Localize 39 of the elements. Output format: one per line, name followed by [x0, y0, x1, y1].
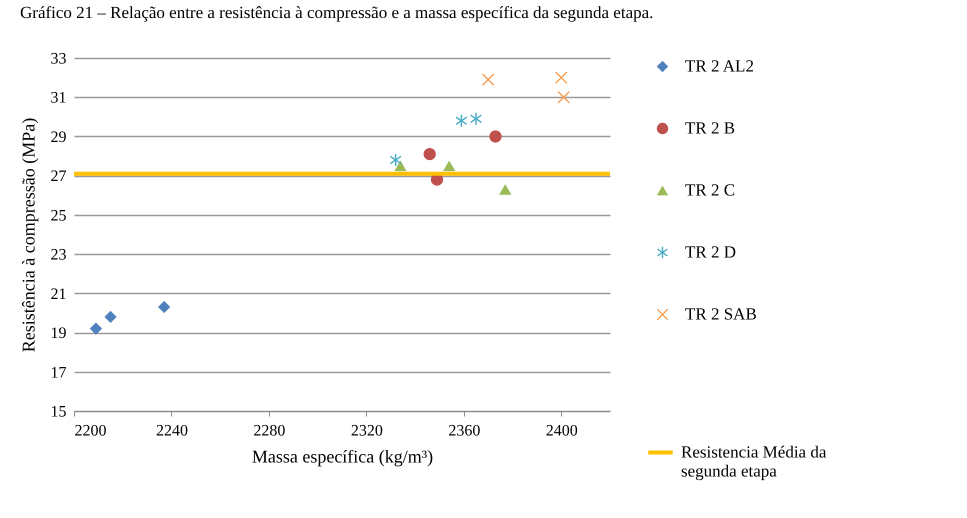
y-tick-label: 25: [50, 207, 66, 224]
y-axis-title: Resistência à compressão (MPa): [18, 118, 38, 352]
y-tick-label: 21: [50, 286, 66, 303]
point: [555, 71, 568, 84]
x-tick-label: 2240: [156, 422, 188, 440]
point: [394, 160, 407, 172]
legend-label: Resistencia Média da segunda etapa: [681, 442, 827, 480]
y-tick-label: 29: [50, 128, 66, 146]
point: [489, 130, 502, 143]
y-tick-label: 17: [50, 364, 66, 382]
point: [158, 300, 170, 314]
legend-label: TR 2 AL2: [685, 56, 754, 76]
point: [482, 73, 494, 86]
x-tick-label: 2320: [350, 422, 383, 440]
y-tick-label: 27: [50, 168, 66, 186]
legend-label: TR 2 D: [685, 242, 736, 262]
legend-label: TR 2 SAB: [685, 304, 757, 324]
y-tick-label: 19: [50, 325, 66, 342]
y-tick-label: 33: [50, 50, 66, 68]
x-tick-label: 2400: [546, 422, 578, 440]
chart-title: Gráfico 21 – Relação entre a resistência à compressão e a massa específica da segunda etapa.: [20, 3, 654, 22]
x-tick-label: 2280: [253, 422, 286, 440]
legend-label: TR 2 C: [685, 180, 736, 200]
point: [499, 184, 512, 195]
point: [104, 310, 117, 323]
y-tick-label: 31: [50, 90, 66, 107]
point: [456, 114, 468, 127]
x-tick-label: 2200: [74, 422, 106, 440]
point: [470, 112, 482, 125]
y-tick-label: 23: [50, 246, 66, 264]
x-axis-title: Massa específica (kg/m³): [252, 446, 434, 466]
x-tick-label: 2360: [448, 422, 480, 440]
point: [390, 154, 402, 166]
legend-label: TR 2 B: [685, 118, 736, 138]
point: [558, 91, 570, 104]
point: [90, 322, 102, 335]
point: [443, 160, 456, 172]
point: [424, 148, 436, 160]
y-tick-label: 15: [50, 404, 66, 420]
